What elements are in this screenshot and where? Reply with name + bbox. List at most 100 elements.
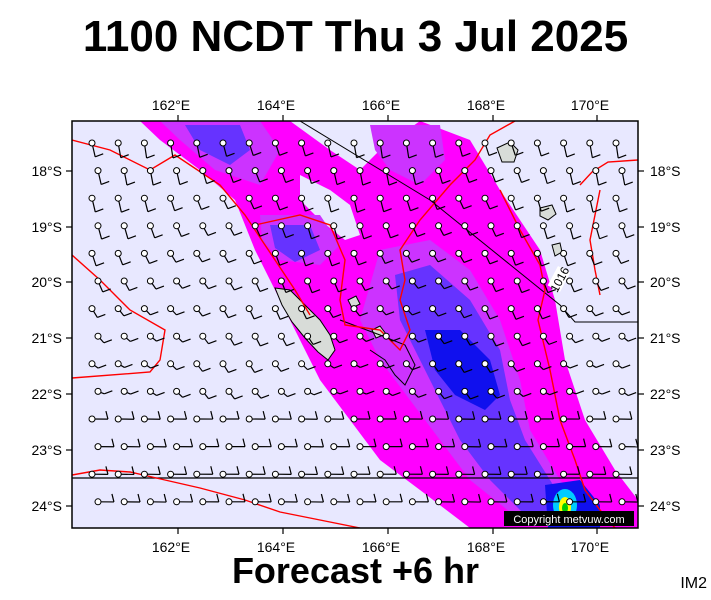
wind-barb-feather (438, 367, 447, 372)
lat-label-left-24: 24°S (31, 498, 62, 514)
wind-barb-feather (305, 152, 314, 157)
wind-barb-station (271, 360, 279, 368)
wind-barb-station (382, 277, 390, 285)
wind-barb-station (94, 387, 102, 395)
isobar-label-box (547, 266, 571, 292)
wind-barb-feather (313, 391, 323, 396)
wind-barb-feather (149, 259, 158, 265)
wind-barb-station (435, 387, 443, 395)
wind-barb-station (114, 360, 122, 368)
wind-barb-station (566, 387, 574, 395)
wind-barb-station (304, 277, 312, 285)
wind-barb-station (225, 277, 233, 285)
wind-barb-station (193, 360, 201, 368)
copyright-text: Copyright metvuw.com (513, 514, 624, 526)
wind-barb-station (513, 443, 521, 451)
wind-barb-station (566, 277, 574, 285)
wind-barb-feather (609, 438, 613, 447)
wind-barb-feather (592, 154, 601, 159)
wind-barb-feather (294, 493, 298, 503)
wind-barb-feather (210, 410, 214, 420)
wind-barb-feather (540, 152, 550, 157)
wind-barb-feather (583, 438, 587, 447)
wind-barb-feather (462, 152, 471, 157)
wind-barb-feather (435, 153, 444, 158)
wind-barb-feather (515, 315, 525, 320)
wind-barb-feather (176, 311, 185, 316)
wind-barb-feather (540, 207, 550, 212)
wind-barb-feather (451, 493, 456, 503)
wind-barb-station (402, 470, 410, 478)
wind-barb-feather (347, 493, 351, 503)
wind-barb-station (94, 167, 102, 175)
wind-barb-station (146, 277, 154, 285)
wind-barb-feather (183, 466, 188, 475)
wind-barb-feather (463, 314, 473, 319)
lat-label-left-20: 20°S (31, 274, 62, 290)
wind-barb-feather (495, 232, 505, 237)
lon-label-bottom-168: 168°E (467, 539, 505, 555)
wind-barb-station (507, 470, 515, 478)
wind-barb-feather (228, 368, 237, 373)
wind-barb-feather (97, 313, 106, 319)
wind-barb-station (560, 360, 568, 368)
wind-barb-feather (495, 342, 505, 347)
wind-barb-feather (260, 394, 270, 399)
wind-barb-feather (577, 410, 581, 420)
wind-barb-station (560, 249, 568, 257)
wind-barb-station (298, 470, 306, 478)
wind-barb-feather (524, 410, 528, 420)
wind-barb-station (225, 332, 233, 340)
wind-barb-station (455, 194, 463, 202)
wind-barb-station (298, 249, 306, 257)
wind-barb-station (429, 305, 437, 313)
wind-barb-feather (234, 395, 243, 400)
wind-barb-feather (384, 259, 394, 264)
wind-barb-station (277, 222, 285, 230)
wind-barb-station (193, 249, 201, 257)
wind-barb-station (120, 387, 128, 395)
wind-barb-station (219, 249, 227, 257)
wind-barb-feather (575, 390, 585, 395)
wind-barb-station (277, 498, 285, 506)
wind-barb-station (402, 360, 410, 368)
wind-barb-feather (472, 466, 476, 475)
wind-barb-station (245, 360, 253, 368)
wind-barb-feather (543, 366, 552, 371)
wind-barb-station (173, 167, 181, 175)
wind-barb-station (251, 498, 259, 506)
wind-barb-station (481, 305, 489, 313)
wind-barb-station (408, 443, 416, 451)
wind-barb-feather (451, 438, 456, 447)
wind-barb-feather (182, 393, 191, 398)
wind-barb-station (382, 332, 390, 340)
wind-barb-station (88, 194, 96, 202)
wind-barb-station (173, 498, 181, 506)
wind-barb-feather (332, 313, 342, 319)
wind-barb-feather (155, 285, 165, 290)
wind-barb-station (487, 332, 495, 340)
wind-barb-station (140, 249, 148, 257)
wind-barb-station (402, 194, 410, 202)
forecast-hour: Forecast +6 hr (231, 550, 480, 591)
wind-barb-feather (365, 337, 375, 342)
wind-barb-station (219, 305, 227, 313)
wind-barb-feather (260, 342, 269, 347)
wind-barb-feather (311, 179, 320, 185)
wind-barb-feather (100, 180, 110, 186)
wind-barb-station (146, 443, 154, 451)
wind-barb-station (277, 167, 285, 175)
wind-barb-station (193, 415, 201, 423)
wind-barb-feather (124, 363, 133, 368)
wind-barb-station (487, 222, 495, 230)
lon-label-bottom-170: 170°E (571, 539, 609, 555)
wind-barb-station (376, 415, 384, 423)
wind-barb-station (566, 222, 574, 230)
wind-barb-station (298, 194, 306, 202)
wind-barb-station (114, 305, 122, 313)
wind-barb-feather (331, 262, 341, 267)
wind-barb-station (304, 167, 312, 175)
wind-barb-feather (488, 151, 498, 157)
wind-barb-station (487, 167, 495, 175)
wind-barb-feather (504, 493, 508, 503)
